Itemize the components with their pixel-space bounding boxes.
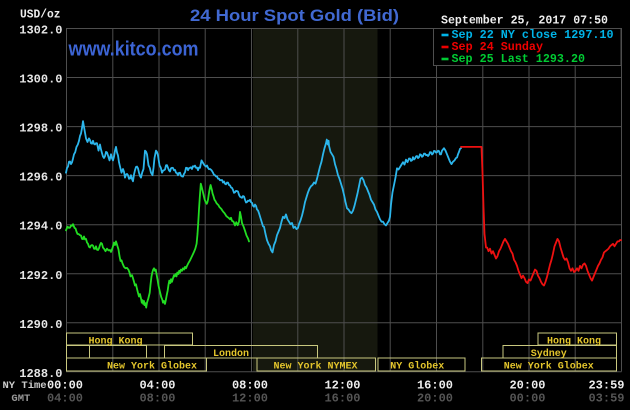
svg-text:NY Globex: NY Globex xyxy=(390,361,444,373)
svg-text:www.kitco.com: www.kitco.com xyxy=(68,39,199,61)
svg-text:1300.0: 1300.0 xyxy=(19,73,62,87)
svg-text:1288.0: 1288.0 xyxy=(19,367,62,381)
svg-text:Sep 24 Sunday: Sep 24 Sunday xyxy=(452,40,544,54)
svg-text:04:00: 04:00 xyxy=(139,379,175,393)
svg-text:12:00: 12:00 xyxy=(232,392,268,406)
svg-text:September 25, 2017 07:50: September 25, 2017 07:50 xyxy=(441,14,608,28)
svg-text:Sep 22 NY close 1297.10: Sep 22 NY close 1297.10 xyxy=(452,28,614,42)
svg-text:16:00: 16:00 xyxy=(417,379,453,393)
svg-text:00:00: 00:00 xyxy=(509,392,545,406)
svg-text:1302.0: 1302.0 xyxy=(19,24,62,38)
svg-text:20:00: 20:00 xyxy=(417,392,453,406)
svg-text:New York Globex: New York Globex xyxy=(504,361,594,373)
svg-text:08:00: 08:00 xyxy=(139,392,175,406)
svg-text:New York NYMEX: New York NYMEX xyxy=(273,361,357,373)
svg-text:1296.0: 1296.0 xyxy=(19,171,62,185)
svg-text:12:00: 12:00 xyxy=(324,379,360,393)
svg-text:GMT: GMT xyxy=(11,393,30,405)
svg-text:1290.0: 1290.0 xyxy=(19,318,62,332)
svg-text:Hong Kong: Hong Kong xyxy=(88,337,142,348)
svg-text:New York Globex: New York Globex xyxy=(107,361,197,373)
svg-text:Sydney: Sydney xyxy=(531,348,567,360)
svg-text:20:00: 20:00 xyxy=(509,379,545,393)
svg-text:24 Hour Spot Gold (Bid): 24 Hour Spot Gold (Bid) xyxy=(190,6,399,25)
svg-text:16:00: 16:00 xyxy=(324,392,360,406)
svg-text:00:00: 00:00 xyxy=(47,379,83,393)
svg-text:NY Time: NY Time xyxy=(3,380,47,392)
svg-text:Sep 25 Last 1293.20: Sep 25 Last 1293.20 xyxy=(452,52,586,66)
svg-text:Hong Kong: Hong Kong xyxy=(547,337,601,348)
svg-text:1292.0: 1292.0 xyxy=(19,269,62,283)
svg-text:1298.0: 1298.0 xyxy=(19,122,62,136)
svg-text:04:00: 04:00 xyxy=(47,392,83,406)
svg-text:08:00: 08:00 xyxy=(232,379,268,393)
svg-text:USD/oz: USD/oz xyxy=(20,9,61,22)
svg-text:1294.0: 1294.0 xyxy=(19,220,62,234)
svg-text:03:59: 03:59 xyxy=(588,392,624,406)
svg-text:London: London xyxy=(213,348,249,360)
svg-text:23:59: 23:59 xyxy=(588,379,624,393)
